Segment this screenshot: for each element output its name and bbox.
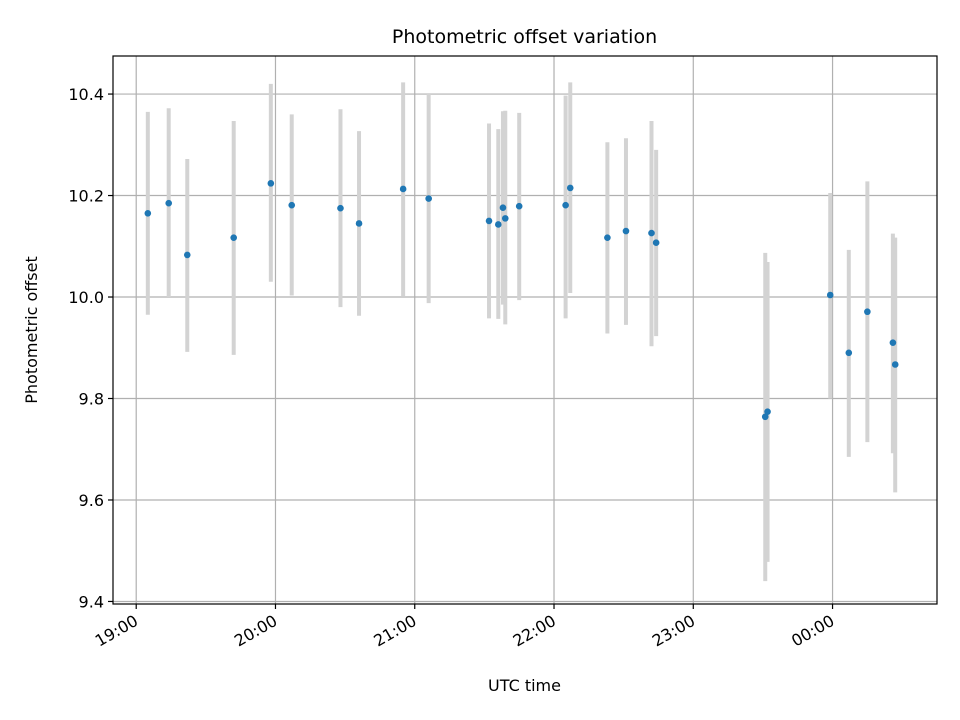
plot-frame — [112, 55, 938, 605]
data-point — [495, 221, 502, 228]
data-point — [355, 220, 363, 227]
y-tick-label: 10.4 — [68, 85, 104, 104]
data-point — [864, 308, 871, 316]
data-point — [891, 361, 899, 368]
y-tick-label: 10.0 — [68, 288, 104, 307]
y-axis-ticks: 9.4 9.6 9.8 10.0 10.2 10.4 — [68, 85, 113, 611]
data-point — [425, 195, 432, 202]
data-point — [501, 215, 509, 222]
data-point — [845, 349, 853, 357]
data-point — [761, 413, 769, 421]
data-point — [652, 239, 660, 247]
data-point — [267, 180, 275, 187]
data-point — [515, 202, 523, 210]
data-point — [399, 185, 407, 193]
data-point — [288, 201, 296, 209]
data-point — [144, 209, 152, 217]
data-point — [622, 227, 630, 235]
grid — [113, 56, 937, 604]
data-point — [566, 184, 574, 192]
data-point — [826, 291, 834, 299]
data-point — [889, 339, 897, 346]
chart-title: Photometric offset variation — [392, 26, 657, 48]
data-point — [485, 217, 493, 225]
data-point — [165, 199, 173, 207]
data-point — [764, 408, 771, 415]
data-point — [562, 201, 569, 209]
y-tick-label: 9.8 — [79, 390, 104, 409]
data-point — [499, 204, 507, 212]
y-tick-label: 9.4 — [79, 592, 104, 611]
y-tick-label: 10.2 — [68, 187, 104, 206]
data-point — [337, 204, 344, 212]
y-tick-label: 9.6 — [79, 491, 104, 510]
y-axis-label: Photometric offset — [22, 256, 41, 404]
data-points — [144, 180, 899, 421]
data-point — [230, 234, 237, 241]
data-point — [183, 251, 191, 259]
x-axis-label: UTC time — [488, 676, 561, 695]
data-point — [604, 234, 611, 241]
data-point — [648, 229, 655, 237]
